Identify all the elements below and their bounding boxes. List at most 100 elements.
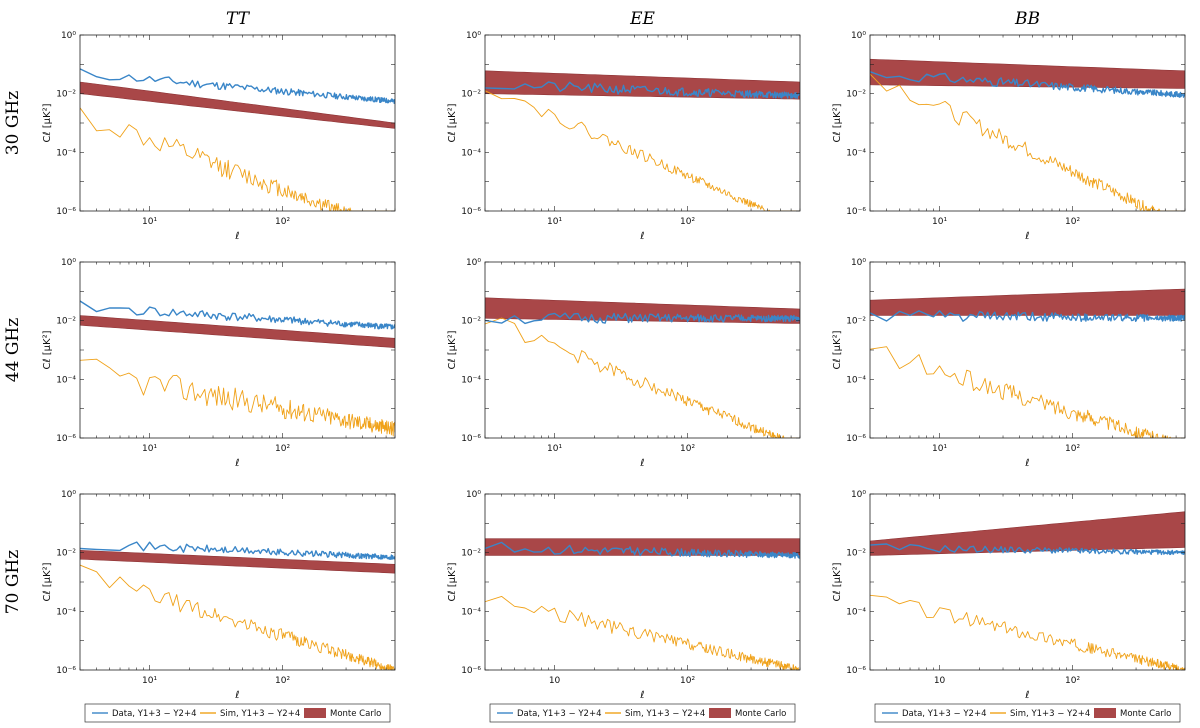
data-series-line	[485, 312, 800, 325]
data-series-line	[80, 68, 395, 105]
y-tick-label: 10⁻²	[846, 317, 866, 327]
y-axis-label: Cℓ [μK²]	[42, 103, 53, 142]
legend-mc-swatch	[304, 708, 326, 718]
x-tick-label: 10¹	[142, 676, 157, 686]
sim-series-line	[870, 73, 1185, 211]
y-axis-label: Cℓ [μK²]	[832, 562, 843, 601]
monte-carlo-band	[80, 549, 395, 574]
panel-30ghz-ee: 10¹ 10² 10⁰ 10⁻² 10⁻⁴ 10⁻⁶ ℓ Cℓ [μK²]	[447, 31, 801, 242]
legend-mc-label: Monte Carlo	[330, 709, 381, 719]
axes-frame	[484, 493, 801, 671]
y-axis-label: Cℓ [μK²]	[42, 330, 53, 369]
legend-mc-label: Monte Carlo	[1120, 709, 1171, 719]
x-tick-label: 10²	[1065, 676, 1080, 686]
legend-bb: Data, Y1+3 − Y2+4 Sim, Y1+3 − Y2+4 Monte C…	[874, 703, 1181, 723]
y-tick-label: 10⁻⁴	[846, 148, 866, 158]
legend-data-label: Data, Y1+3 − Y2+4	[902, 709, 987, 719]
x-axis-label: ℓ	[235, 458, 239, 469]
sim-series-line	[870, 594, 1185, 670]
data-series-line	[870, 71, 1185, 98]
y-tick-label: 10⁰	[61, 490, 76, 500]
monte-carlo-band	[80, 81, 395, 129]
plot-area	[485, 538, 800, 670]
y-tick-label: 10⁰	[466, 31, 481, 41]
sim-series-line	[485, 90, 800, 211]
x-tick-label: 10²	[275, 217, 290, 227]
plot-area	[80, 300, 395, 437]
x-axis-label: ℓ	[640, 458, 644, 469]
y-axis-label: Cℓ [μK²]	[42, 562, 53, 601]
panel-30ghz-bb: 10¹ 10² 10⁰ 10⁻² 10⁻⁴ 10⁻⁶ ℓ Cℓ [μK²]	[832, 31, 1186, 242]
legend-data-label: Data, Y1+3 − Y2+4	[112, 709, 197, 719]
x-tick-label: 10²	[680, 444, 695, 454]
y-tick-label: 10⁻⁶	[56, 666, 76, 676]
legend-data-label: Data, Y1+3 − Y2+4	[517, 709, 602, 719]
data-series-line	[870, 310, 1185, 322]
panel-44ghz-tt: 10¹ 10² 10⁰ 10⁻² 10⁻⁴ 10⁻⁶ ℓ Cℓ [μK²]	[42, 258, 396, 469]
plot-area	[870, 58, 1185, 211]
x-axis-label: ℓ	[1025, 690, 1029, 701]
y-tick-label: 10⁻²	[56, 90, 76, 100]
y-tick-label: 10⁰	[466, 258, 481, 268]
plot-area	[80, 541, 395, 670]
row-title-44-ghz: 44 GHz	[3, 318, 23, 382]
legend-ee: Data, Y1+3 − Y2+4 Sim, Y1+3 − Y2+4 Monte C…	[489, 703, 796, 723]
y-tick-label: 10⁻⁴	[461, 375, 481, 385]
x-tick-label: 10²	[680, 217, 695, 227]
y-axis-label: Cℓ [μK²]	[832, 103, 843, 142]
column-title-ee: EE	[629, 9, 655, 29]
plot-area	[870, 288, 1185, 438]
panel-70ghz-ee: 10 10² 10⁰ 10⁻² 10⁻⁴ 10⁻⁶ ℓ Cℓ [μK²]	[447, 490, 801, 701]
data-series-line	[485, 541, 800, 559]
sim-series-line	[80, 358, 395, 437]
y-axis-label: Cℓ [μK²]	[832, 330, 843, 369]
y-tick-label: 10⁻⁶	[461, 666, 481, 676]
sim-series-line	[80, 107, 395, 211]
y-axis-label: Cℓ [μK²]	[447, 330, 458, 369]
x-tick-label: 10¹	[932, 444, 947, 454]
y-tick-label: 10⁻⁶	[56, 207, 76, 217]
x-tick-label: 10¹	[142, 217, 157, 227]
plot-area	[80, 68, 395, 211]
x-tick-label: 10²	[1065, 217, 1080, 227]
legend-mc-label: Monte Carlo	[735, 709, 786, 719]
y-tick-label: 10⁻⁶	[846, 666, 866, 676]
y-tick-label: 10⁻⁴	[56, 148, 76, 158]
y-tick-label: 10⁻²	[461, 549, 481, 559]
axes-frame	[484, 261, 801, 439]
sim-series-line	[485, 317, 800, 438]
monte-carlo-band	[80, 315, 395, 349]
y-tick-label: 10⁻²	[846, 549, 866, 559]
y-axis-label: Cℓ [μK²]	[447, 103, 458, 142]
plot-area	[870, 511, 1185, 670]
data-series-line	[870, 543, 1185, 556]
y-tick-label: 10⁻²	[56, 549, 76, 559]
x-axis-label: ℓ	[235, 231, 239, 242]
x-axis-label: ℓ	[1025, 458, 1029, 469]
panel-30ghz-tt: 10¹ 10² 10⁰ 10⁻² 10⁻⁴ 10⁻⁶ ℓ Cℓ [μK²]	[42, 31, 396, 242]
axes-frame	[484, 34, 801, 212]
data-series-line	[485, 81, 800, 100]
x-tick-label: 10²	[275, 444, 290, 454]
axes-frame	[79, 261, 396, 439]
y-tick-label: 10⁻⁶	[846, 434, 866, 444]
y-tick-label: 10⁰	[851, 31, 866, 41]
y-tick-label: 10⁻⁶	[846, 207, 866, 217]
panel-44ghz-bb: 10¹ 10² 10⁰ 10⁻² 10⁻⁴ 10⁻⁶ ℓ Cℓ [μK²]	[832, 258, 1186, 469]
y-tick-label: 10⁻⁴	[56, 607, 76, 617]
legend-sim-label: Sim, Y1+3 − Y2+4	[1010, 709, 1090, 719]
legend-sim-label: Sim, Y1+3 − Y2+4	[220, 709, 300, 719]
y-tick-label: 10⁻²	[846, 90, 866, 100]
y-tick-label: 10⁻⁴	[56, 375, 76, 385]
y-tick-label: 10⁻⁴	[846, 607, 866, 617]
legend-sim-label: Sim, Y1+3 − Y2+4	[625, 709, 705, 719]
y-tick-label: 10⁰	[851, 258, 866, 268]
data-series-line	[80, 541, 395, 560]
x-tick-label: 10²	[275, 676, 290, 686]
y-tick-label: 10⁻⁶	[461, 434, 481, 444]
axes-frame	[79, 493, 396, 671]
x-tick-label: 10	[549, 676, 561, 686]
x-tick-label: 10¹	[547, 217, 562, 227]
x-tick-label: 10¹	[547, 444, 562, 454]
